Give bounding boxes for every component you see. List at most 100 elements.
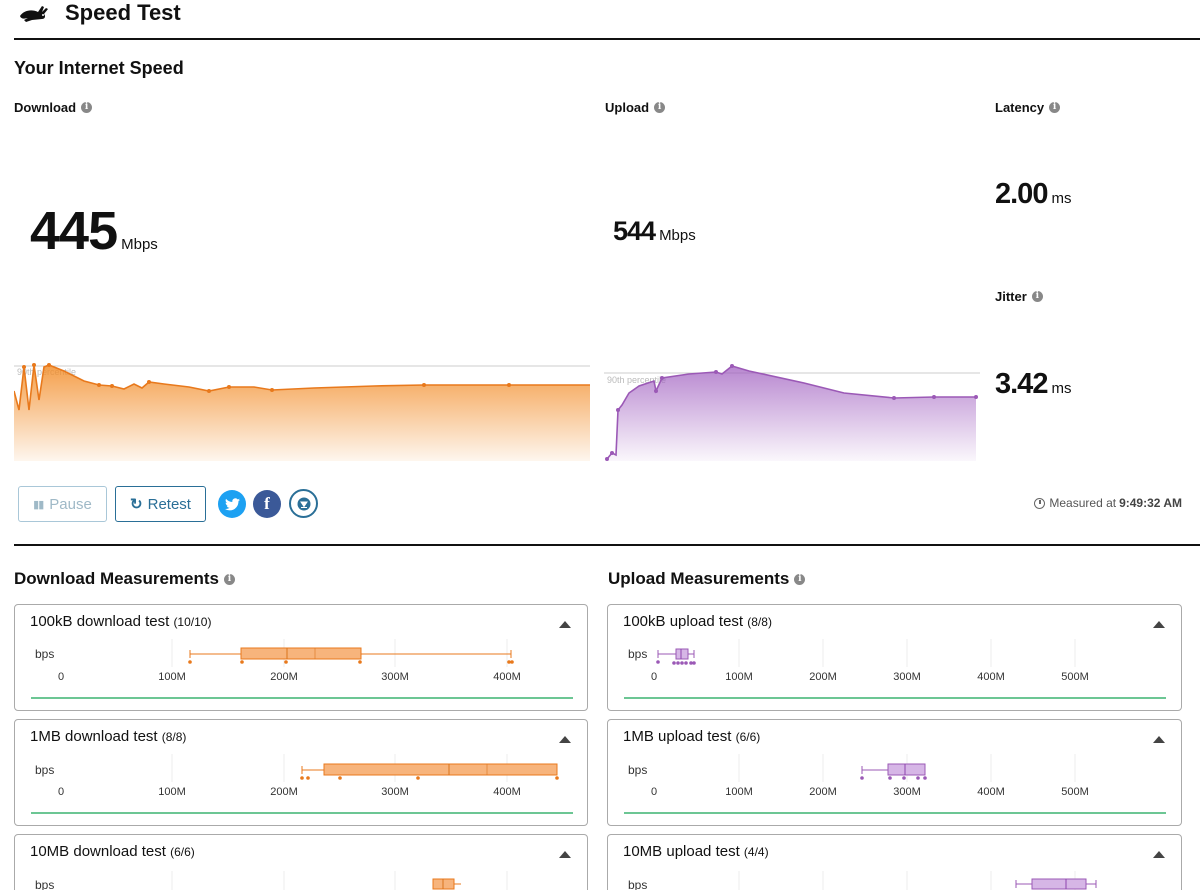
upload-area <box>607 366 976 461</box>
retest-button-label: Retest <box>147 495 191 513</box>
upload-speed: 544 Mbps <box>613 216 696 247</box>
pause-button-label: Pause <box>49 495 92 513</box>
upload-test-panel: 1MB upload test (6/6) bps 0 100M 200M 300M 4… <box>607 719 1182 826</box>
upload-measurements-title: Upload Measurements i <box>608 569 806 589</box>
measured-time: 9:49:32 AM <box>1119 496 1182 510</box>
twitter-share-button[interactable] <box>218 490 246 518</box>
test-count: (10/10) <box>173 615 212 629</box>
upload-label-text: Upload <box>605 100 650 115</box>
test-count: (8/8) <box>747 615 772 629</box>
svg-text:100M: 100M <box>158 786 186 798</box>
panel-title: 10MB download test (6/6) <box>30 843 195 860</box>
samples <box>860 776 927 780</box>
axis-unit: bps <box>35 763 54 777</box>
upload-speed-value: 544 <box>613 216 656 246</box>
latency-label: Latency i <box>995 100 1061 115</box>
box <box>675 648 689 660</box>
upload-measurements-title-text: Upload Measurements <box>608 569 790 588</box>
test-name: 1MB upload test <box>623 728 732 745</box>
download-measurements-title-text: Download Measurements <box>14 569 219 588</box>
panel-title: 10MB upload test (4/4) <box>623 843 769 860</box>
panel-title: 100kB download test (10/10) <box>30 613 211 630</box>
download-measurements-title: Download Measurements i <box>14 569 235 589</box>
grid-lines <box>738 639 1076 667</box>
upload-test-panel: 100kB upload test (8/8) bps 0 100M 200M 300… <box>607 604 1182 711</box>
svg-text:0: 0 <box>58 786 64 798</box>
box <box>887 763 926 776</box>
download-speed-value: 445 <box>30 201 118 261</box>
download-speed: 445 Mbps <box>30 200 158 262</box>
box-plot: bps 0 100M 200M 300M 400M 500M <box>624 639 1166 699</box>
info-icon[interactable]: i <box>1049 102 1061 113</box>
collapse-caret-icon[interactable] <box>559 621 571 628</box>
box-plot: bps 0 100M 200M 300M 400M <box>31 639 573 699</box>
svg-text:100M: 100M <box>725 671 753 683</box>
upload-speed-graph: 90th percentile <box>604 364 980 461</box>
box-plot: bps <box>35 871 508 890</box>
download-label: Download i <box>14 100 93 115</box>
collapse-caret-icon[interactable] <box>1153 851 1165 858</box>
box-plot: bps 0 100M 200M 300M 400M <box>31 754 573 814</box>
svg-text:200M: 200M <box>809 671 837 683</box>
test-count: (8/8) <box>161 730 187 744</box>
info-icon[interactable]: i <box>794 573 806 585</box>
upload-label: Upload i <box>605 100 666 115</box>
download-points <box>22 363 511 393</box>
box <box>323 763 558 776</box>
facebook-icon: f <box>264 494 270 513</box>
info-icon[interactable]: i <box>224 573 235 585</box>
svg-text:400M: 400M <box>493 671 521 683</box>
measured-prefix: Measured at <box>1049 496 1117 510</box>
svg-text:300M: 300M <box>381 671 409 683</box>
axis-ticks: 0 100M 200M 300M 400M <box>58 786 521 798</box>
retest-button[interactable]: ↻ Retest <box>115 486 206 522</box>
jitter-label: Jitter i <box>995 289 1043 304</box>
axis-ticks: 0 100M 200M 300M 400M <box>58 671 521 683</box>
collapse-caret-icon[interactable] <box>559 736 571 743</box>
svg-text:400M: 400M <box>493 786 521 798</box>
info-icon[interactable]: i <box>81 102 93 113</box>
test-name: 1MB download test <box>30 728 158 745</box>
download-speed-graph: 90th percentile <box>14 363 590 461</box>
latency-label-text: Latency <box>995 100 1045 115</box>
upload-points <box>605 364 978 461</box>
summary-title: Your Internet Speed <box>14 58 184 78</box>
latency-value: 2.00 ms <box>995 178 1071 211</box>
box-plot: bps 0 100M 200M 300M 400M 500M <box>624 754 1166 814</box>
upload-test-panel: 10MB upload test (4/4) bps <box>607 834 1182 890</box>
axis-unit: bps <box>35 647 54 661</box>
collapse-caret-icon[interactable] <box>559 851 571 858</box>
box <box>240 647 362 660</box>
axis-ticks: 0 100M 200M 300M 400M 500M <box>651 671 1089 683</box>
svg-text:500M: 500M <box>1061 786 1089 798</box>
panel-title: 1MB download test (8/8) <box>30 728 186 745</box>
upload-percentile-label: 90th percentile <box>607 375 666 385</box>
download-results-button[interactable] <box>289 489 318 518</box>
svg-text:100M: 100M <box>158 671 186 683</box>
info-icon[interactable]: i <box>1031 291 1043 302</box>
twitter-icon <box>224 497 240 510</box>
facebook-share-button[interactable]: f <box>253 490 281 518</box>
upload-speed-unit: Mbps <box>659 227 696 244</box>
collapse-caret-icon[interactable] <box>1153 736 1165 743</box>
box-whiskers <box>301 766 324 774</box>
pause-button[interactable]: ▮▮ Pause <box>18 486 107 522</box>
svg-text:400M: 400M <box>977 786 1005 798</box>
axis-unit: bps <box>628 878 647 890</box>
panel-title: 1MB upload test (6/6) <box>623 728 760 745</box>
panel-title: 100kB upload test (8/8) <box>623 613 772 630</box>
svg-text:500M: 500M <box>1061 671 1089 683</box>
info-icon[interactable]: i <box>654 102 666 113</box>
box-whiskers <box>861 766 888 774</box>
svg-text:100M: 100M <box>725 786 753 798</box>
test-name: 100kB upload test <box>623 613 744 630</box>
download-line <box>14 364 590 411</box>
svg-text:300M: 300M <box>893 671 921 683</box>
collapse-caret-icon[interactable] <box>1153 621 1165 628</box>
svg-text:200M: 200M <box>270 786 298 798</box>
test-name: 10MB upload test <box>623 843 740 860</box>
latency-value-number: 2.00 <box>995 178 1048 210</box>
clock-icon <box>1034 497 1046 509</box>
samples <box>188 660 514 664</box>
axis-unit: bps <box>35 878 54 890</box>
